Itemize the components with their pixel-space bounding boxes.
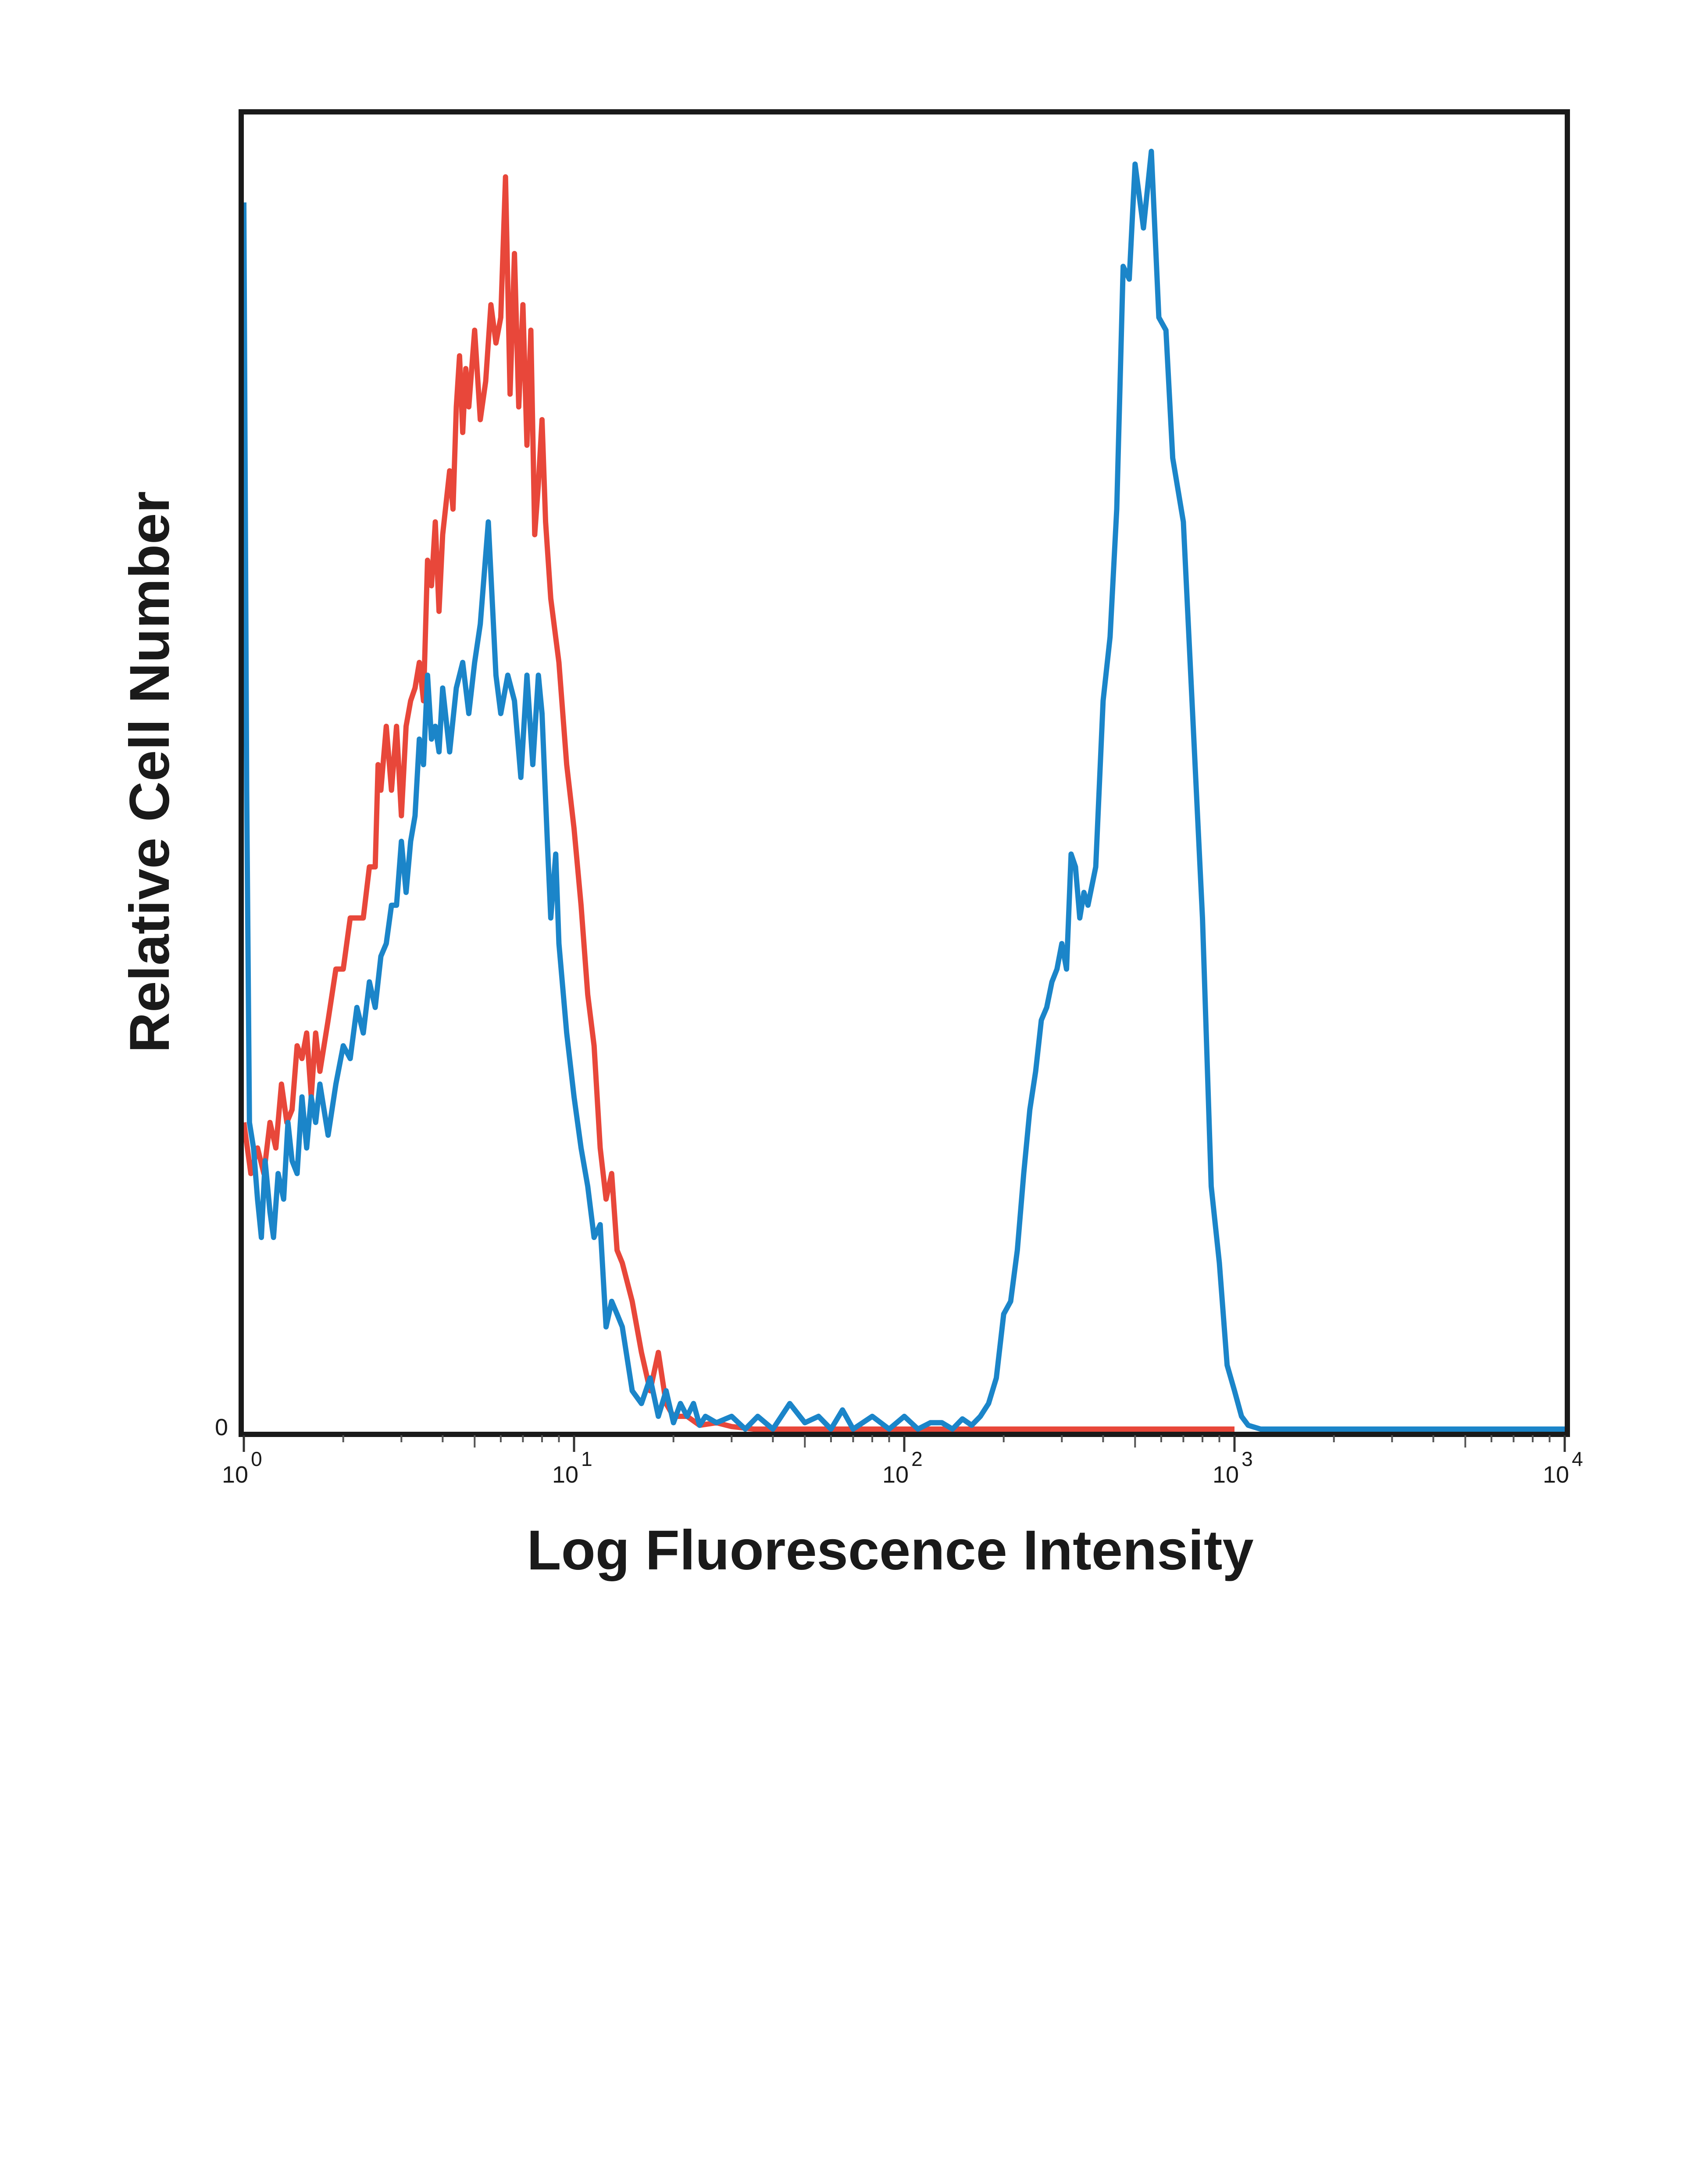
x-axis-title: Log Fluorescence Intensity <box>527 1519 1253 1582</box>
series-line-2 <box>241 149 1565 1432</box>
y-tick-label-0: 0 <box>215 1414 228 1441</box>
x-tick-label-2: 102 <box>882 1448 923 1488</box>
x-tick-label-4: 104 <box>1543 1448 1583 1488</box>
x-tick-label-0: 100 <box>222 1448 262 1488</box>
series-layer <box>241 149 1565 1432</box>
x-axis-ticks: 100 101 102 103 104 <box>222 1435 1583 1488</box>
x-tick-label-3: 103 <box>1213 1448 1253 1488</box>
x-tick-label-1: 101 <box>552 1448 592 1488</box>
series-line-1 <box>241 174 1234 1432</box>
y-axis-ticks: 0 <box>215 1414 228 1441</box>
plot-frame <box>239 109 1570 1437</box>
y-axis-title: Relative Cell Number <box>118 491 181 1053</box>
